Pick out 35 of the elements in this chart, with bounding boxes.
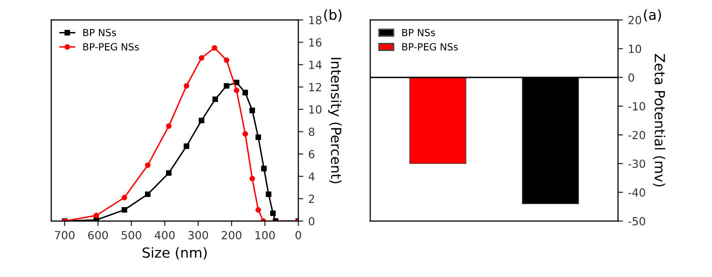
y-axis-title: Intensity (Percent) bbox=[328, 58, 342, 184]
y-tick-label: -30 bbox=[628, 160, 646, 168]
y-axis-title: Zeta Potential (mv) bbox=[652, 54, 666, 186]
y-tick-label: -20 bbox=[628, 130, 646, 140]
x-axis-title: Size (nm) bbox=[142, 247, 207, 260]
x-tick-label: 200 bbox=[222, 230, 242, 240]
y-tick-label: 6 bbox=[308, 150, 314, 158]
text: (a) bbox=[644, 9, 661, 22]
y-tick-label: 2 bbox=[308, 194, 314, 203]
legend-label: BP-PEG NSs bbox=[83, 43, 139, 50]
y-tick-label: 0 bbox=[628, 73, 634, 82]
x-tick-label: 0 bbox=[296, 230, 302, 240]
legend-label: BP-PEG NSs bbox=[402, 43, 458, 50]
y-tick-label: 8 bbox=[308, 128, 314, 136]
y-tick-label: -10 bbox=[628, 102, 646, 111]
y-tick-label: 20 bbox=[628, 16, 642, 24]
y-tick-label: 0 bbox=[308, 217, 314, 226]
y-tick-label: 10 bbox=[309, 105, 322, 114]
x-tick-label: 700 bbox=[54, 230, 74, 240]
x-tick-label: 300 bbox=[188, 230, 208, 240]
x-tick-label: 600 bbox=[88, 230, 108, 240]
legend-label: BP NSs bbox=[402, 28, 436, 36]
text: (b) bbox=[324, 9, 342, 22]
x-tick-label: 500 bbox=[122, 230, 142, 240]
y-tick-label: 12 bbox=[309, 82, 322, 92]
y-tick-label: -50 bbox=[628, 217, 646, 226]
y-tick-label: 4 bbox=[308, 172, 314, 181]
y-tick-label: 14 bbox=[309, 60, 322, 69]
x-tick-label: 400 bbox=[154, 230, 175, 240]
y-tick-label: 16 bbox=[309, 38, 322, 47]
legend-label: BP NSs bbox=[83, 28, 116, 36]
y-tick-label: -40 bbox=[628, 188, 646, 197]
y-tick-label: 18 bbox=[309, 16, 322, 24]
x-tick-label: 100 bbox=[256, 230, 275, 240]
y-tick-label: 10 bbox=[628, 44, 642, 54]
